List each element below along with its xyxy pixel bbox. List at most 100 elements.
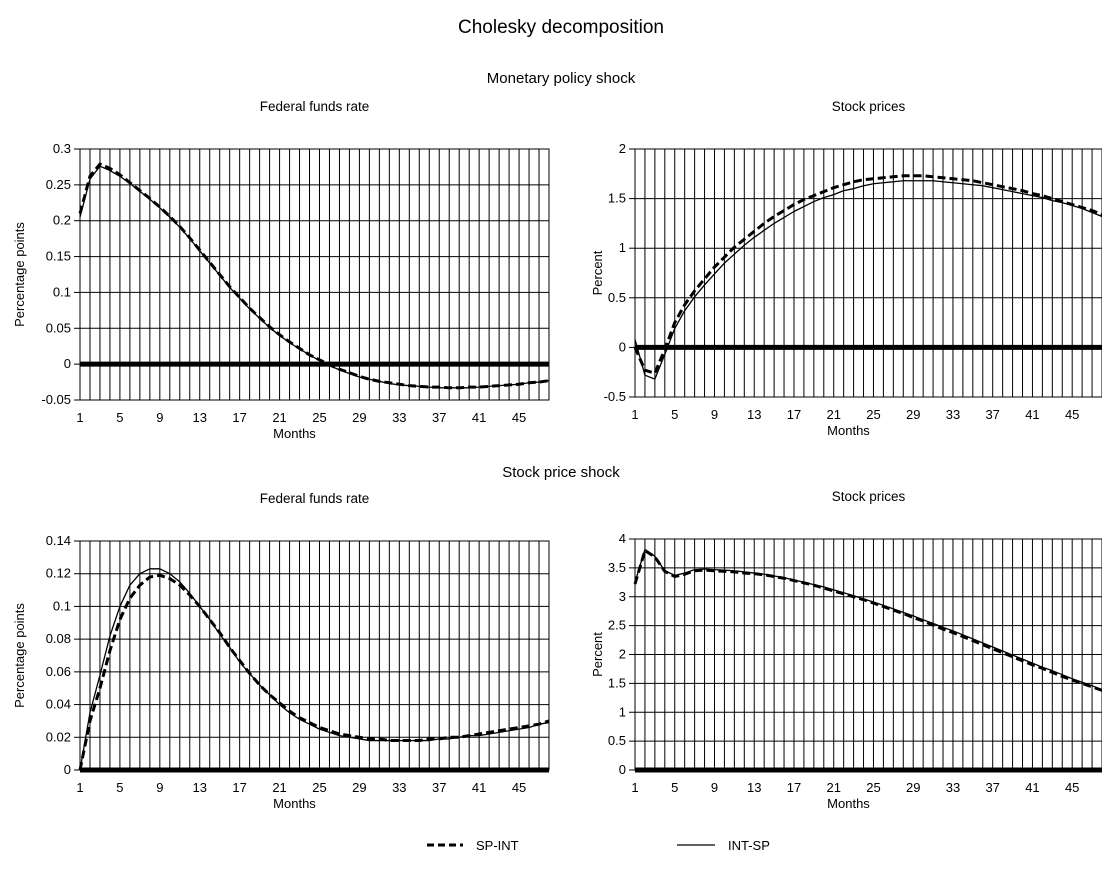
y-tick-label: 0.1 [53, 284, 71, 299]
x-tick-label: 17 [232, 410, 246, 425]
y-tick-label: 1 [619, 704, 626, 719]
x-tick-label: 17 [232, 780, 246, 795]
x-tick-label: 29 [906, 780, 920, 795]
y-tick-label: 0.05 [46, 320, 71, 335]
x-tick-label: 41 [472, 410, 486, 425]
x-tick-label: 33 [946, 780, 960, 795]
x-axis-label: Months [273, 426, 316, 441]
x-tick-label: 25 [866, 780, 880, 795]
y-tick-label: 1.5 [608, 191, 626, 206]
x-tick-label: 5 [116, 780, 123, 795]
x-tick-label: 33 [392, 780, 406, 795]
x-tick-label: 5 [671, 780, 678, 795]
x-tick-label: 21 [272, 410, 286, 425]
y-tick-label: 1 [619, 240, 626, 255]
y-tick-label: 0.25 [46, 177, 71, 192]
y-tick-label: 0.2 [53, 213, 71, 228]
x-tick-label: 9 [156, 780, 163, 795]
x-tick-label: 13 [747, 780, 761, 795]
x-axis-label: Months [827, 423, 870, 438]
series-line-int-sp [634, 548, 1102, 691]
x-tick-label: 37 [432, 780, 446, 795]
plot-frame [79, 148, 550, 401]
chart-stock-stock: 00.511.522.533.541 5 9 13 17 21 25 29 33 37 41 45Mo… [590, 489, 1102, 811]
legend: SP-INT INT-SP [427, 838, 770, 853]
x-tick-label: 45 [512, 410, 526, 425]
x-tick-label: 41 [472, 780, 486, 795]
y-tick-label: 3.5 [608, 560, 626, 575]
section-title-monetary: Monetary policy shock [487, 70, 636, 87]
chart-ffr-monetary: -0.05 0 0.05 0.1 0.15 0.2 0.25 0.3 1 5 9 13 17 21 25 29… [12, 99, 550, 441]
y-axis-label: Percentage points [12, 222, 27, 327]
series-line-int-sp [79, 165, 550, 389]
x-tick-label: 29 [906, 407, 920, 422]
y-tick-label: 0.08 [46, 631, 71, 646]
y-axis-label: Percentage points [12, 603, 27, 708]
x-tick-label: 1 [76, 410, 83, 425]
y-tick-label: 4 [619, 531, 626, 546]
y-tick-label: 0.04 [46, 697, 71, 712]
x-tick-label: 1 [631, 407, 638, 422]
x-tick-label: 25 [866, 407, 880, 422]
x-tick-label: 13 [193, 780, 207, 795]
y-tick-label: 0.5 [608, 290, 626, 305]
x-tick-label: 9 [156, 410, 163, 425]
y-tick-label: 0 [619, 762, 626, 777]
chart-stock-monetary: -0.500.511.521 5 9 13 17 21 25 29 33 37 41 45Months… [590, 99, 1102, 438]
legend-label-sp-int: SP-INT [476, 838, 519, 853]
x-tick-label: 5 [116, 410, 123, 425]
x-tick-label: 9 [711, 407, 718, 422]
x-tick-label: 41 [1025, 780, 1039, 795]
x-axis-label: Months [273, 796, 316, 811]
x-tick-label: 45 [1065, 780, 1079, 795]
x-tick-label: 45 [1065, 407, 1079, 422]
y-tick-label: 2 [619, 647, 626, 662]
x-tick-label: 29 [352, 780, 366, 795]
y-tick-label: 2.5 [608, 618, 626, 633]
y-tick-label: 0.15 [46, 249, 71, 264]
x-tick-label: 25 [312, 780, 326, 795]
chart-ffr-stock: 0 0.02 0.04 0.06 0.08 0.1 0.12 0.14 1 5 9 13 17 21 25 2… [12, 491, 550, 811]
y-tick-label: 3 [619, 589, 626, 604]
series-line-sp-int [633, 174, 1102, 375]
x-tick-label: 13 [747, 407, 761, 422]
y-tick-label: 0.06 [46, 664, 71, 679]
x-tick-label: 13 [193, 410, 207, 425]
x-tick-label: 1 [631, 780, 638, 795]
x-tick-label: 1 [76, 780, 83, 795]
panel-title: Federal funds rate [260, 99, 370, 114]
y-tick-label: 0 [64, 356, 71, 371]
x-tick-label: 45 [512, 780, 526, 795]
panel-title: Federal funds rate [260, 491, 370, 506]
y-tick-label: -0.05 [41, 392, 71, 407]
x-tick-label: 25 [312, 410, 326, 425]
x-tick-label: 21 [826, 780, 840, 795]
x-tick-label: 29 [352, 410, 366, 425]
x-tick-label: 33 [946, 407, 960, 422]
x-tick-label: 17 [787, 780, 801, 795]
x-tick-label: 33 [392, 410, 406, 425]
section-title-stock: Stock price shock [502, 464, 620, 481]
plot-frame [634, 148, 1102, 398]
x-tick-label: 21 [272, 780, 286, 795]
y-tick-label: 0 [619, 339, 626, 354]
panel-title: Stock prices [832, 489, 906, 504]
y-axis-label: Percent [590, 632, 605, 677]
y-tick-label: 0.14 [46, 533, 71, 548]
y-tick-label: 0.1 [53, 598, 71, 613]
series-line-sp-int [78, 573, 550, 771]
legend-label-int-sp: INT-SP [728, 838, 770, 853]
y-tick-label: 0.02 [46, 729, 71, 744]
x-tick-label: 17 [787, 407, 801, 422]
x-tick-label: 37 [432, 410, 446, 425]
series-line-int-sp [634, 180, 1102, 380]
x-tick-label: 9 [711, 780, 718, 795]
series-line-sp-int [633, 549, 1102, 692]
y-tick-label: 0.5 [608, 733, 626, 748]
y-tick-label: 2 [619, 141, 626, 156]
y-tick-label: 0 [64, 762, 71, 777]
x-tick-label: 21 [826, 407, 840, 422]
y-tick-label: 1.5 [608, 675, 626, 690]
series-line-int-sp [79, 568, 550, 771]
x-tick-label: 41 [1025, 407, 1039, 422]
